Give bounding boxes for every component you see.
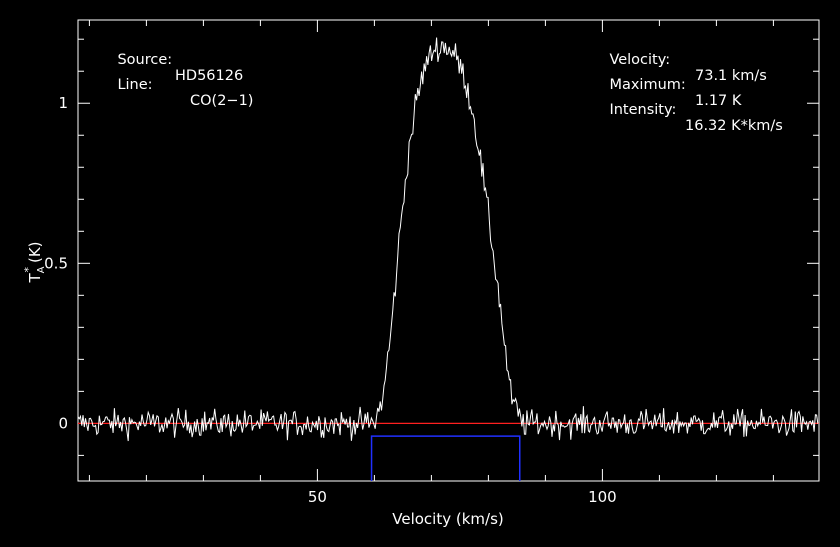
maximum-row: Maximum: 1.17 K bbox=[591, 61, 741, 125]
axis-ticks bbox=[78, 20, 819, 481]
intensity-label: Intensity: bbox=[609, 102, 677, 118]
y-axis-label-sub: A bbox=[36, 266, 47, 273]
y-axis-label: TA* (K) bbox=[22, 241, 47, 283]
maximum-value: 1.17 K bbox=[695, 93, 742, 109]
integration-window bbox=[370, 435, 521, 481]
y-tick-label: 0.5 bbox=[44, 254, 68, 272]
source-row: Source: HD56126 bbox=[99, 36, 243, 100]
velocity-value: 73.1 km/s bbox=[695, 68, 767, 84]
y-axis-label-sup: * bbox=[22, 267, 35, 273]
velocity-row: Velocity: 73.1 km/s bbox=[591, 36, 766, 100]
source-value: HD56126 bbox=[175, 68, 244, 84]
line-value: CO(2−1) bbox=[190, 93, 254, 109]
source-label: Source: bbox=[117, 52, 173, 68]
line-label: Line: bbox=[117, 77, 153, 93]
plot-frame bbox=[77, 19, 820, 482]
maximum-label: Maximum: bbox=[609, 77, 686, 93]
tick-labels: 50 100 0 0.5 1 bbox=[44, 94, 617, 506]
y-axis-label-main: T bbox=[26, 273, 44, 284]
velocity-label: Velocity: bbox=[609, 52, 671, 68]
intensity-value: 16.32 K*km/s bbox=[685, 118, 783, 134]
x-tick-label: 50 bbox=[308, 488, 327, 506]
y-tick-label: 1 bbox=[58, 94, 68, 112]
spectrum-series-line bbox=[77, 37, 819, 442]
x-tick-label: 100 bbox=[588, 488, 617, 506]
x-axis-label: Velocity (km/s) bbox=[392, 510, 503, 528]
line-row: Line: CO(2−1) bbox=[99, 61, 253, 125]
svg-text:TA*(K): TA* (K) bbox=[22, 241, 47, 283]
intensity-row: Intensity: 16.32 K*km/s bbox=[591, 86, 782, 150]
y-tick-label: 0 bbox=[58, 414, 68, 432]
y-axis-label-unit: (K) bbox=[26, 241, 44, 263]
